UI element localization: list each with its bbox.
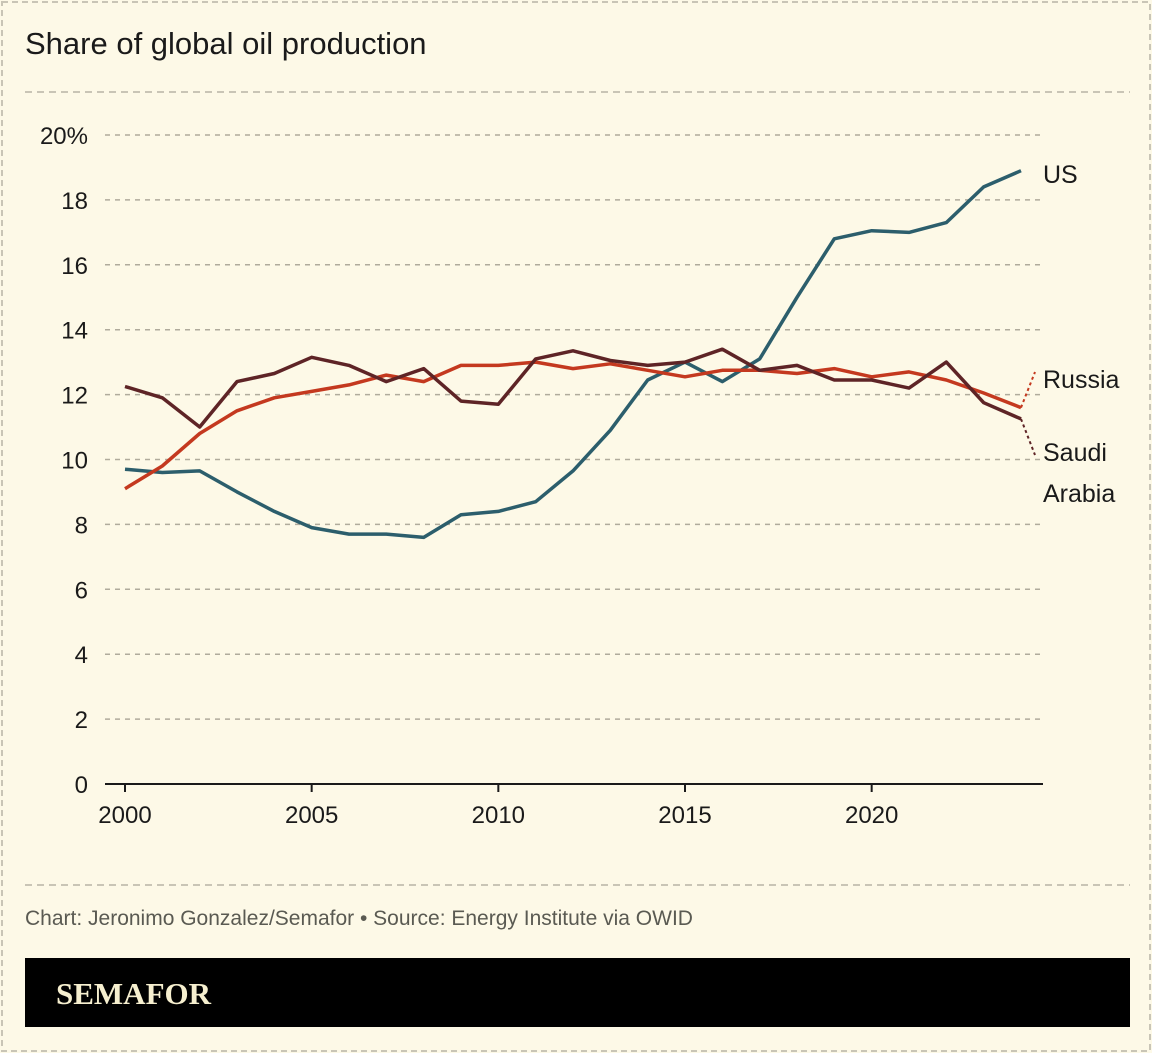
y-tick-label: 14 <box>61 318 88 345</box>
chart-title: Share of global oil production <box>25 26 427 61</box>
y-tick-label: 20% <box>40 123 88 150</box>
label-connector <box>1020 418 1036 456</box>
series-line-saudi-arabia <box>124 347 1022 429</box>
y-tick-label: 2 <box>75 707 88 734</box>
y-tick-label: 0 <box>75 772 88 799</box>
x-tick-label: 2010 <box>472 802 525 829</box>
y-tick-label: 12 <box>61 383 88 410</box>
source-note: Chart: Jeronimo Gonzalez/Semafor • Sourc… <box>25 907 693 930</box>
x-tick-label: 2020 <box>845 802 898 829</box>
footer-bar <box>25 958 1130 1027</box>
y-tick-label: 6 <box>75 577 88 604</box>
series-line-us <box>124 169 1022 540</box>
y-tick-label: 10 <box>61 448 88 475</box>
y-tick-label: 18 <box>61 188 88 215</box>
series-label: Arabia <box>1043 480 1115 508</box>
series-label: Saudi <box>1043 439 1107 467</box>
x-tick-label: 2015 <box>658 802 711 829</box>
x-tick-label: 2005 <box>285 802 338 829</box>
semafor-logo: SEMAFOR <box>56 976 212 1011</box>
x-tick-label: 2000 <box>98 802 151 829</box>
series-label: Russia <box>1043 366 1120 394</box>
y-tick-label: 4 <box>75 642 88 669</box>
y-tick-label: 8 <box>75 512 88 539</box>
series-label: US <box>1043 161 1078 189</box>
series-line-russia <box>124 360 1022 491</box>
label-connector <box>1020 371 1036 408</box>
y-tick-label: 16 <box>61 253 88 280</box>
